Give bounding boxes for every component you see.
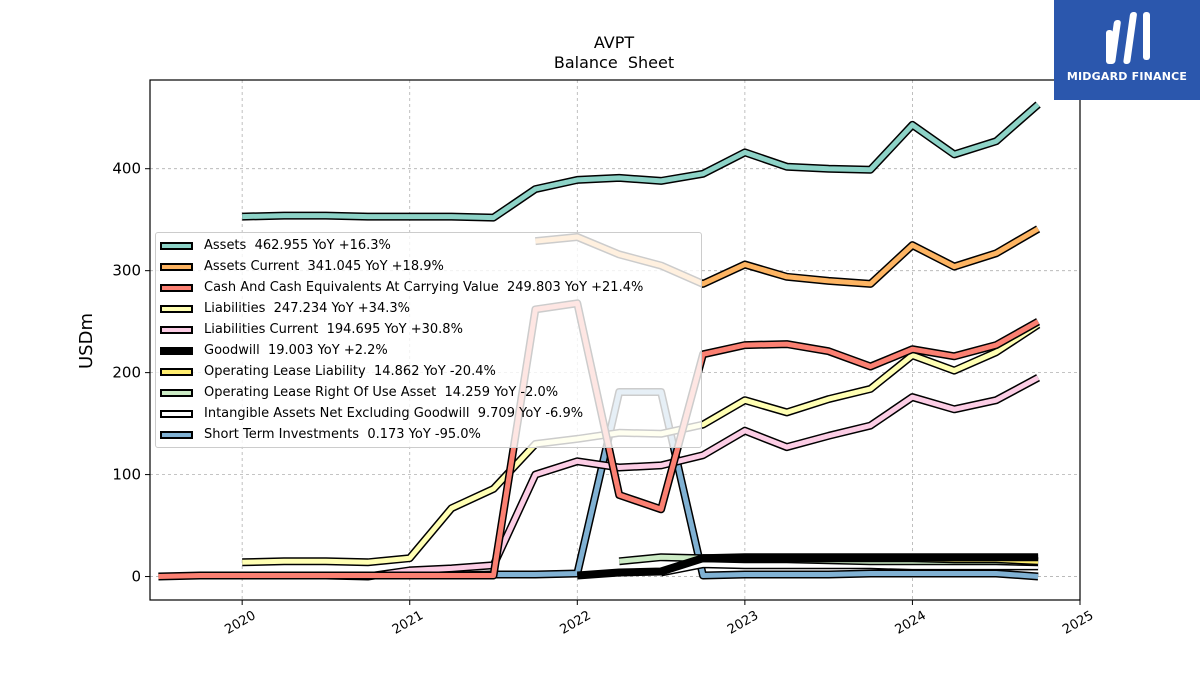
logo-mark-icon: [1106, 12, 1150, 64]
chart-subtitle: Balance Sheet: [554, 53, 674, 72]
legend-label: Operating Lease Right Of Use Asset 14.25…: [204, 385, 559, 400]
legend-swatch: [160, 431, 193, 439]
series-line: [409, 389, 1039, 579]
legend-label: Liabilities 247.234 YoY +34.3%: [204, 301, 410, 316]
legend-label: Operating Lease Liability 14.862 YoY -20…: [204, 364, 496, 379]
legend-swatch: [160, 263, 193, 271]
legend-swatch: [160, 242, 193, 250]
legend-swatch: [160, 368, 193, 376]
legend-label: Assets 462.955 YoY +16.3%: [204, 238, 391, 253]
legend-swatch: [160, 389, 193, 397]
legend-item: Intangible Assets Net Excluding Goodwill…: [156, 405, 701, 425]
x-tick-label: 2020: [222, 608, 258, 638]
brand-name: MIDGARD FINANCE: [1066, 70, 1188, 83]
legend-label: Goodwill 19.003 YoY +2.2%: [204, 343, 388, 358]
legend-swatch: [160, 326, 193, 334]
plot-frame: [149, 79, 1081, 601]
series-outline: [242, 101, 1041, 222]
series-line: [577, 554, 1039, 578]
series-line: [242, 102, 1040, 221]
series-short-term-investments: [409, 388, 1039, 581]
series-goodwill: [577, 553, 1039, 580]
y-tick-label: 200: [112, 364, 141, 382]
legend-item: Operating Lease Liability 14.862 YoY -20…: [156, 363, 701, 383]
legend-label: Liabilities Current 194.695 YoY +30.8%: [204, 322, 463, 337]
x-tick-label: 2021: [390, 608, 426, 638]
y-axis-label: USDm: [76, 313, 97, 369]
x-tick-label: 2022: [557, 608, 593, 638]
legend-item: Assets Current 341.045 YoY +18.9%: [156, 258, 701, 278]
chart-title: AVPT: [594, 33, 635, 52]
legend-label: Cash And Cash Equivalents At Carrying Va…: [204, 280, 644, 295]
chart-legend: Assets 462.955 YoY +16.3% Assets Current …: [155, 232, 702, 448]
y-tick-label: 300: [112, 262, 141, 280]
legend-label: Intangible Assets Net Excluding Goodwill…: [204, 406, 584, 421]
legend-swatch: [160, 347, 193, 355]
x-tick-label: 2025: [1060, 608, 1096, 638]
series-line: [660, 561, 1039, 575]
series-assets: [242, 101, 1041, 222]
legend-item: Short Term Investments 0.173 YoY -95.0%: [156, 426, 701, 446]
y-tick-label: 400: [112, 160, 141, 178]
legend-item: Operating Lease Right Of Use Asset 14.25…: [156, 384, 701, 404]
x-tick-label: 2024: [893, 608, 929, 638]
legend-label: Assets Current 341.045 YoY +18.9%: [204, 259, 444, 274]
legend-item: Cash And Cash Equivalents At Carrying Va…: [156, 279, 701, 299]
x-tick-label: 2023: [725, 608, 761, 638]
series-intangible-assets-net-excluding-goodwill: [660, 560, 1039, 577]
legend-item: Assets 462.955 YoY +16.3%: [156, 237, 701, 257]
brand-logo: MIDGARD FINANCE: [1054, 0, 1200, 100]
y-tick-label: 100: [112, 466, 141, 484]
legend-swatch: [160, 305, 193, 313]
legend-item: Liabilities Current 194.695 YoY +30.8%: [156, 321, 701, 341]
legend-item: Liabilities 247.234 YoY +34.3%: [156, 300, 701, 320]
legend-label: Short Term Investments 0.173 YoY -95.0%: [204, 427, 481, 442]
legend-swatch: [160, 410, 193, 418]
legend-swatch: [160, 284, 193, 292]
y-tick-label: 0: [131, 568, 141, 586]
legend-item: Goodwill 19.003 YoY +2.2%: [156, 342, 701, 362]
